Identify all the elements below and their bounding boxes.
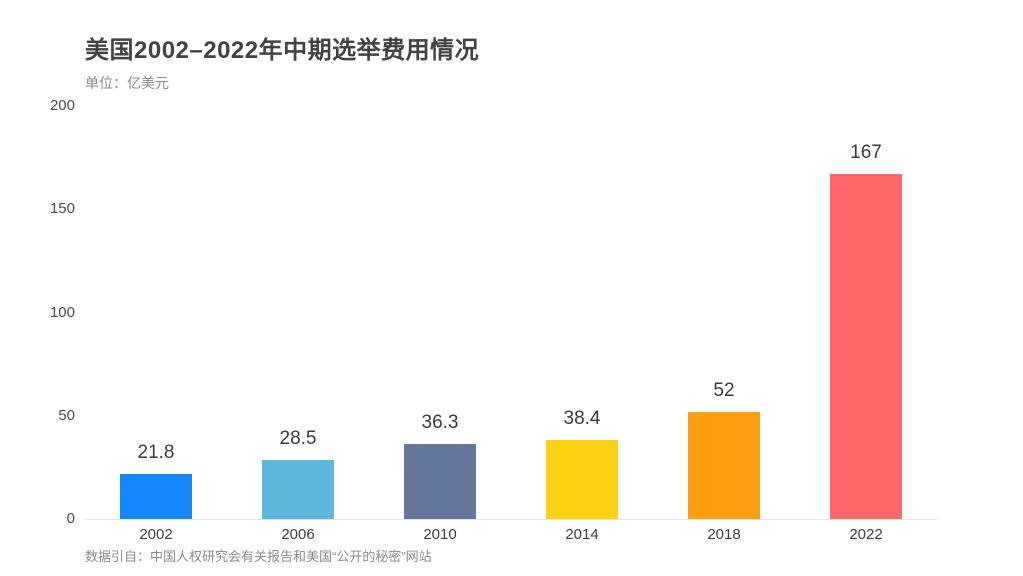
bar: [120, 473, 192, 519]
bar-column: 21.8 2002: [85, 106, 227, 543]
bar-value-label: 28.5: [279, 428, 317, 450]
bar: [830, 174, 902, 519]
y-axis: 0 50 100 150 200: [40, 98, 80, 527]
y-tick-label: 150: [49, 200, 75, 218]
x-tick-label: 2010: [423, 526, 457, 543]
bar-value-label: 38.4: [563, 407, 601, 429]
chart-title: 美国2002–2022年中期选举费用情况: [85, 37, 480, 64]
bar: [688, 411, 760, 519]
x-tick-label: 2018: [707, 526, 741, 543]
y-tick-label: 50: [58, 406, 75, 424]
bars-row: 21.8 2002 28.5 2006 36.3 2010 38.4 2014 52 2018 16…: [85, 106, 937, 543]
y-tick-label: 100: [49, 303, 75, 321]
bar: [546, 439, 618, 519]
bar-column: 52 2018: [653, 106, 795, 543]
x-tick-label: 2006: [281, 526, 315, 543]
bar: [404, 444, 476, 519]
bar-column: 167 2022: [795, 106, 937, 543]
y-tick-label: 200: [49, 97, 75, 114]
unit-label: 单位：亿美元: [85, 75, 169, 91]
source-note: 数据引自：中国人权研究会有关报告和美国“公开的秘密”网站: [85, 549, 432, 564]
bar-value-label: 167: [850, 142, 882, 164]
plot-area: 0 50 100 150 200 21.8 2002 28.5 2006 36.3 2010 38.…: [50, 98, 937, 543]
x-tick-label: 2022: [849, 526, 883, 543]
x-tick-label: 2014: [565, 526, 599, 543]
y-tick-label: 0: [66, 510, 75, 527]
bar: [262, 460, 334, 519]
bar-value-label: 36.3: [421, 412, 459, 434]
bar-value-label: 21.8: [137, 441, 175, 463]
x-tick-label: 2002: [139, 526, 173, 543]
bar-value-label: 52: [713, 379, 735, 401]
bar-column: 38.4 2014: [511, 106, 653, 543]
bar-column: 36.3 2010: [369, 106, 511, 543]
bar-column: 28.5 2006: [227, 106, 369, 543]
